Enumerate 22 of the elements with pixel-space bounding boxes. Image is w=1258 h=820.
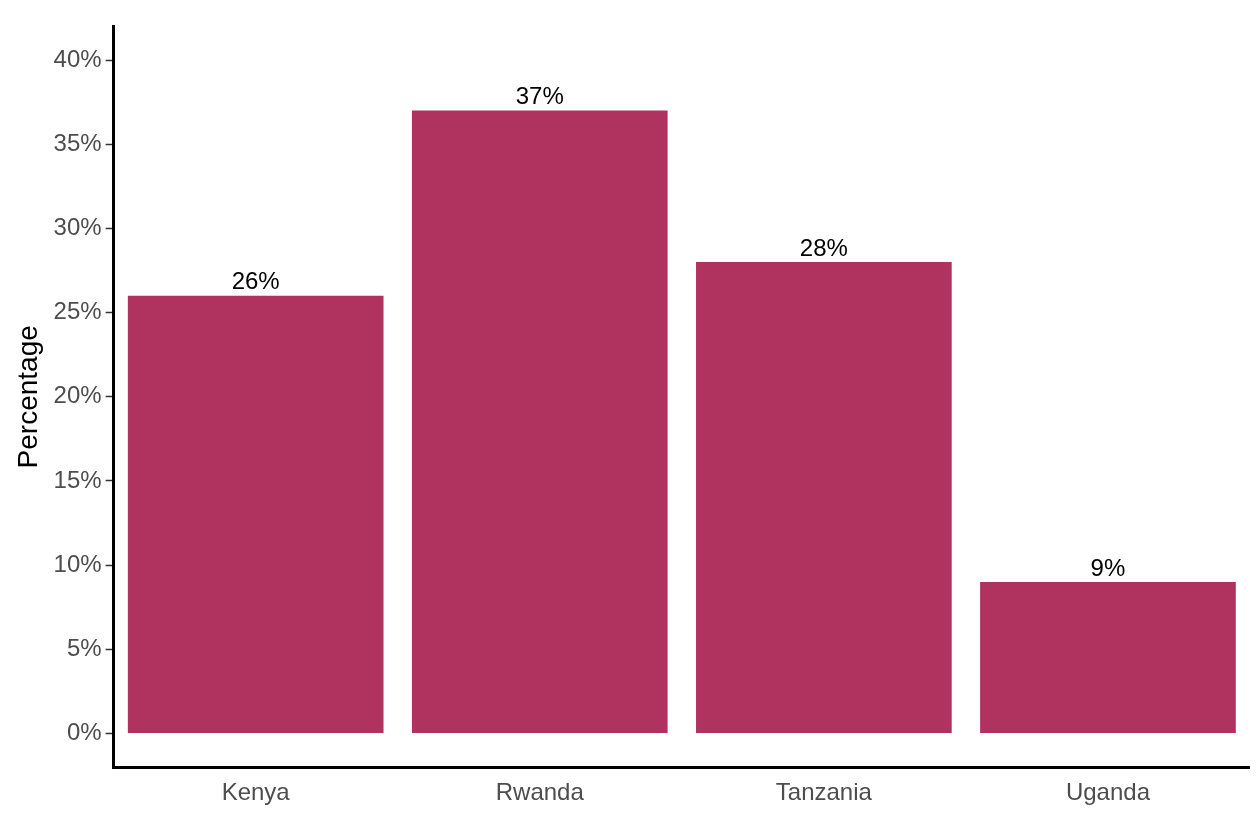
data-label: 26% [231, 267, 280, 295]
y-tick-label: 40% [53, 44, 102, 72]
y-tick-label: 5% [66, 633, 102, 661]
data-label: 37% [515, 82, 564, 110]
x-tick-label: Uganda [1065, 778, 1151, 806]
y-axis-title: Percentage [11, 325, 43, 469]
y-tick-label: 20% [53, 381, 102, 409]
x-tick-label: Rwanda [495, 778, 585, 806]
y-tick-label: 30% [53, 213, 102, 241]
y-tick-label: 25% [53, 297, 102, 325]
bar [127, 295, 384, 734]
bar [411, 110, 668, 734]
bar [696, 262, 952, 734]
x-tick-label: Kenya [221, 778, 291, 806]
x-tick-label: Tanzania [775, 778, 873, 806]
bar [980, 582, 1236, 734]
y-tick-label: 0% [66, 718, 102, 746]
y-tick-label: 10% [53, 549, 102, 577]
y-tick-label: 15% [53, 465, 102, 493]
data-label: 9% [1090, 553, 1126, 581]
y-tick-label: 35% [53, 128, 102, 156]
data-label: 28% [799, 233, 848, 261]
